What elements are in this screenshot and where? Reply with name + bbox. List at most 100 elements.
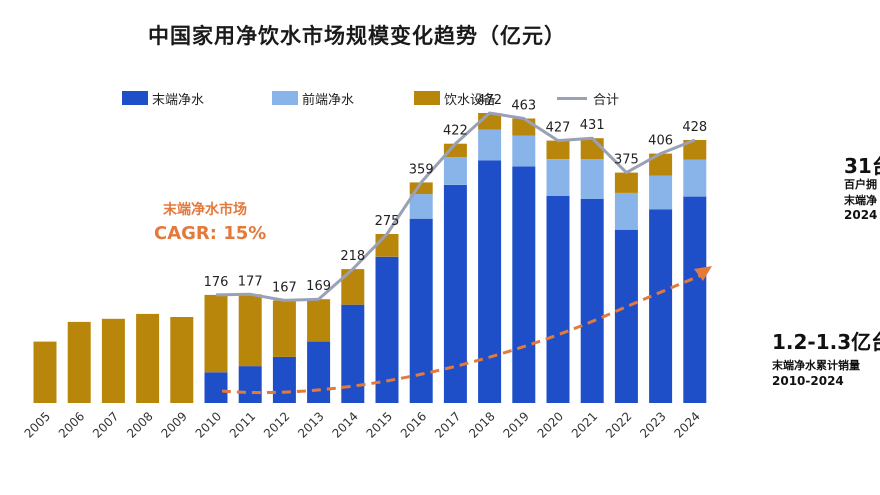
bar-segment-end-purifier <box>307 341 331 403</box>
legend-line-gray <box>557 96 587 100</box>
x-tick-label: 2019 <box>500 409 531 440</box>
legend-item-water-equipment: 饮水设备 <box>414 88 496 108</box>
bar-segment-end-purifier <box>580 199 604 403</box>
total-line <box>215 111 696 302</box>
bar-segment-end-purifier <box>546 195 570 403</box>
legend-item-total: 合计 <box>557 88 619 108</box>
bar-segment-water-equipment <box>341 269 365 305</box>
x-tick-label: 2007 <box>90 409 121 440</box>
legend-label: 合计 <box>593 92 620 108</box>
x-tick-label: 2011 <box>227 409 258 440</box>
bar-segment-water-equipment <box>649 153 673 176</box>
bar-segment-water-equipment <box>204 294 228 373</box>
bar-segment-end-purifier <box>614 229 638 403</box>
x-tick-label: 2012 <box>261 409 292 440</box>
bar-segment-front-purifier <box>443 157 467 185</box>
bar-segment-water-equipment <box>307 299 331 342</box>
bar-segment-front-purifier <box>512 135 536 167</box>
chart-title: 中国家用净饮水市场规模变化趋势（亿元） <box>148 24 566 48</box>
bar-segment-front-purifier <box>683 159 707 197</box>
side-note-sales-big: 1.2-1.3亿台 <box>772 330 880 354</box>
bar-segment-water-equipment <box>238 294 262 367</box>
x-tick-label: 2020 <box>535 409 566 440</box>
bar-segment-end-purifier <box>478 160 502 403</box>
side-notes-panel: 31台 百户拥 末端净 2024 1.2-1.3亿台 末端净水累计销量 2010… <box>760 140 880 400</box>
bar-segment-end-purifier <box>375 256 399 403</box>
data-label: 375 <box>614 153 639 168</box>
bar-segment-water-equipment <box>101 318 125 403</box>
bar-segment-water-equipment <box>546 140 570 159</box>
x-tick-label: 2006 <box>56 409 87 440</box>
data-label: 463 <box>511 99 536 114</box>
data-label: 177 <box>238 274 263 289</box>
bar-segment-water-equipment <box>409 182 433 195</box>
bar-segment-end-purifier <box>443 184 467 403</box>
x-tick-label: 2024 <box>671 409 702 440</box>
legend-swatch-lightblue <box>272 91 298 105</box>
cagr-trend-arrow-head <box>694 266 712 281</box>
data-label: 176 <box>204 275 229 290</box>
bar-segment-front-purifier <box>614 192 638 230</box>
x-tick-label: 2017 <box>432 409 463 440</box>
side-note-sales-years: 2010-2024 <box>772 374 844 388</box>
x-tick-label: 2013 <box>295 409 326 440</box>
bar-segment-end-purifier <box>341 304 365 403</box>
x-tick-label: 2022 <box>603 409 634 440</box>
bar-segment-water-equipment <box>136 313 160 403</box>
bar-segment-end-purifier <box>272 356 296 403</box>
x-tick-label: 2018 <box>466 409 497 440</box>
bars-group <box>33 113 707 403</box>
bar-segment-front-purifier <box>478 129 502 161</box>
bar-segment-end-purifier <box>238 366 262 403</box>
x-tick-label: 2016 <box>398 409 429 440</box>
legend-swatch-gold <box>414 91 440 105</box>
cagr-trend-arrow-line <box>221 270 704 395</box>
side-note-households-line2: 末端净 <box>844 194 877 207</box>
legend-item-end-purifier: 末端净水 <box>122 88 204 108</box>
bar-segment-water-equipment <box>33 341 57 403</box>
data-label: 431 <box>580 118 605 133</box>
x-tick-label: 2008 <box>124 409 155 440</box>
x-tick-label: 2010 <box>193 409 224 440</box>
legend-item-front-purifier: 前端净水 <box>272 88 354 108</box>
bar-segment-end-purifier <box>683 196 707 403</box>
data-label: 167 <box>272 280 297 295</box>
data-label: 359 <box>409 162 434 177</box>
legend-swatch-blue <box>122 91 148 105</box>
bar-segment-water-equipment <box>580 138 604 160</box>
x-tick-label: 2021 <box>569 409 600 440</box>
bar-segment-front-purifier <box>409 194 433 219</box>
x-tick-label: 2014 <box>329 409 360 440</box>
legend-label: 前端净水 <box>302 92 355 108</box>
bar-segment-end-purifier <box>512 166 536 403</box>
x-tick-label: 2005 <box>22 409 53 440</box>
legend-label: 饮水设备 <box>444 92 497 108</box>
bar-segment-water-equipment <box>512 118 536 136</box>
bar-segment-end-purifier <box>649 209 673 403</box>
bar-segment-water-equipment <box>443 143 467 158</box>
bar-segment-water-equipment <box>683 140 707 160</box>
side-note-households-line1: 百户拥 <box>844 178 877 191</box>
data-label: 218 <box>340 249 365 264</box>
x-tick-label: 2015 <box>364 409 395 440</box>
bar-segment-front-purifier <box>649 175 673 210</box>
data-label: 422 <box>443 124 468 139</box>
bar-segment-front-purifier <box>546 159 570 196</box>
cagr-annotation-title: 末端净水市场 <box>163 202 247 218</box>
side-note-households-big: 31台 <box>844 154 880 178</box>
side-note-households-year: 2024 <box>844 208 878 222</box>
bar-segment-water-equipment <box>67 321 91 403</box>
data-label: 275 <box>375 214 400 229</box>
legend: 末端净水 前端净水 饮水设备 合计 <box>122 88 642 110</box>
bar-segment-end-purifier <box>409 218 433 403</box>
bar-segment-end-purifier <box>204 372 228 403</box>
data-label: 169 <box>306 279 331 294</box>
x-tick-label: 2023 <box>637 409 668 440</box>
x-tick-label: 2009 <box>158 409 189 440</box>
data-label: 427 <box>546 121 571 136</box>
data-label: 428 <box>682 120 707 135</box>
bar-segment-water-equipment <box>614 172 638 193</box>
bar-segment-water-equipment <box>375 234 399 257</box>
legend-label: 末端净水 <box>152 92 205 108</box>
